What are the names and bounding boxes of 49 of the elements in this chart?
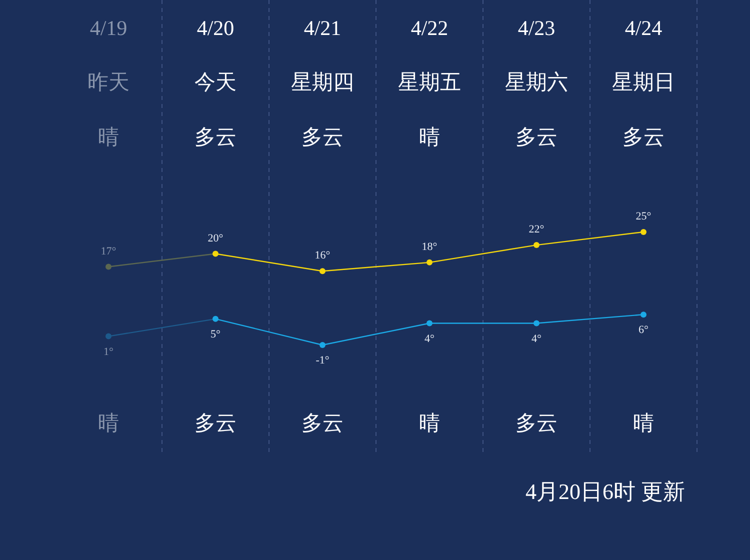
- point: [534, 320, 540, 326]
- point: [320, 268, 326, 274]
- text: 多云: [194, 410, 236, 435]
- text: 多云: [622, 124, 664, 149]
- text: 晴: [98, 124, 119, 149]
- x-tick-label: 4/24: [624, 16, 663, 40]
- text: 多云: [516, 124, 558, 149]
- x-tick-label: 4/21: [304, 16, 342, 40]
- data-label: 4°: [532, 332, 542, 345]
- text: 4月20日6时 更新: [526, 479, 685, 504]
- text: 晴: [98, 410, 119, 435]
- point: [426, 320, 432, 326]
- point: [640, 312, 646, 318]
- text: 多云: [194, 124, 236, 149]
- text: 晴: [419, 124, 440, 149]
- data-label: 4°: [424, 332, 434, 345]
- x-tick-label: 4/19: [90, 16, 128, 40]
- text: 星期日: [612, 70, 675, 94]
- text: 多云: [302, 410, 344, 435]
- text: 晴: [633, 410, 654, 435]
- text: 多云: [302, 124, 344, 149]
- text: 星期四: [291, 70, 354, 94]
- data-label: -1°: [316, 354, 330, 367]
- point: [320, 342, 326, 348]
- x-tick-label: 4/22: [410, 16, 448, 40]
- data-label: 25°: [636, 210, 652, 223]
- x-tick-label: 4/23: [518, 16, 556, 40]
- point: [106, 333, 112, 340]
- text: 多云: [516, 410, 558, 435]
- data-label: 18°: [422, 240, 438, 253]
- data-label: 22°: [528, 224, 544, 236]
- text: 星期六: [505, 70, 568, 94]
- point: [106, 264, 112, 270]
- text: 昨天: [88, 70, 130, 94]
- data-label: 20°: [208, 232, 224, 244]
- text: 星期五: [398, 70, 461, 94]
- text: 晴: [419, 410, 440, 435]
- data-label: 1°: [104, 346, 114, 358]
- data-label: 5°: [210, 328, 220, 340]
- data-label: 6°: [638, 324, 648, 336]
- point: [212, 316, 218, 322]
- point: [426, 259, 432, 266]
- text: 今天: [194, 70, 236, 94]
- data-label: 17°: [100, 245, 116, 258]
- x-tick-label: 4/20: [196, 16, 234, 40]
- point: [640, 229, 646, 235]
- data-label: 16°: [314, 250, 330, 262]
- point: [534, 242, 540, 248]
- point: [212, 250, 218, 257]
